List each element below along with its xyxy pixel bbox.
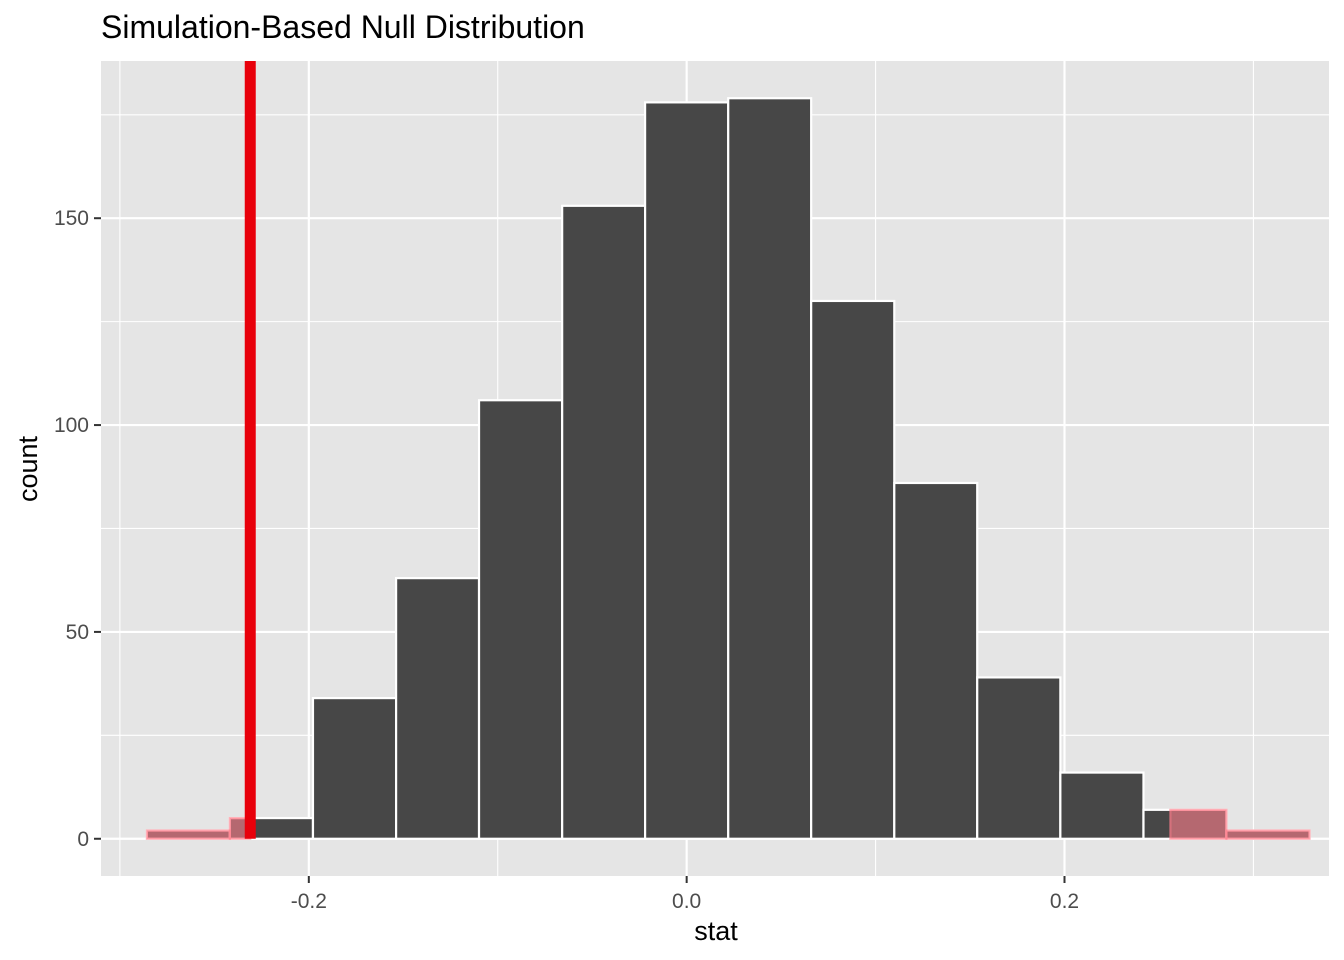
histogram-bar — [727, 97, 813, 840]
histogram-bar — [311, 697, 398, 840]
histogram-bar — [976, 676, 1062, 840]
shaded-region-segment — [1169, 808, 1228, 840]
histogram-bar — [810, 299, 896, 840]
histogram-bar — [561, 204, 647, 840]
y-tick-label: 150 — [54, 207, 89, 230]
axes: -0.2 0.0 0.2 0 50 100 150 — [54, 207, 1079, 913]
x-tick-label: 0.2 — [1050, 890, 1079, 913]
histogram-bar — [643, 101, 730, 840]
x-tick-label: -0.2 — [291, 890, 327, 913]
histogram-bar — [394, 577, 481, 840]
chart-title: Simulation-Based Null Distribution — [101, 9, 585, 45]
x-axis-title: stat — [694, 916, 738, 946]
y-tick-label: 0 — [77, 828, 89, 851]
histogram-bars — [145, 97, 1311, 840]
y-tick-label: 50 — [66, 621, 89, 644]
shaded-region-segment — [1225, 829, 1311, 840]
shaded-region-segment — [145, 829, 231, 840]
x-tick-label: 0.0 — [672, 890, 701, 913]
histogram-bar — [893, 481, 979, 840]
histogram-bar — [477, 399, 564, 840]
y-axis-title: count — [13, 435, 43, 502]
histogram-bar — [1059, 771, 1145, 840]
y-tick-label: 100 — [54, 414, 89, 437]
